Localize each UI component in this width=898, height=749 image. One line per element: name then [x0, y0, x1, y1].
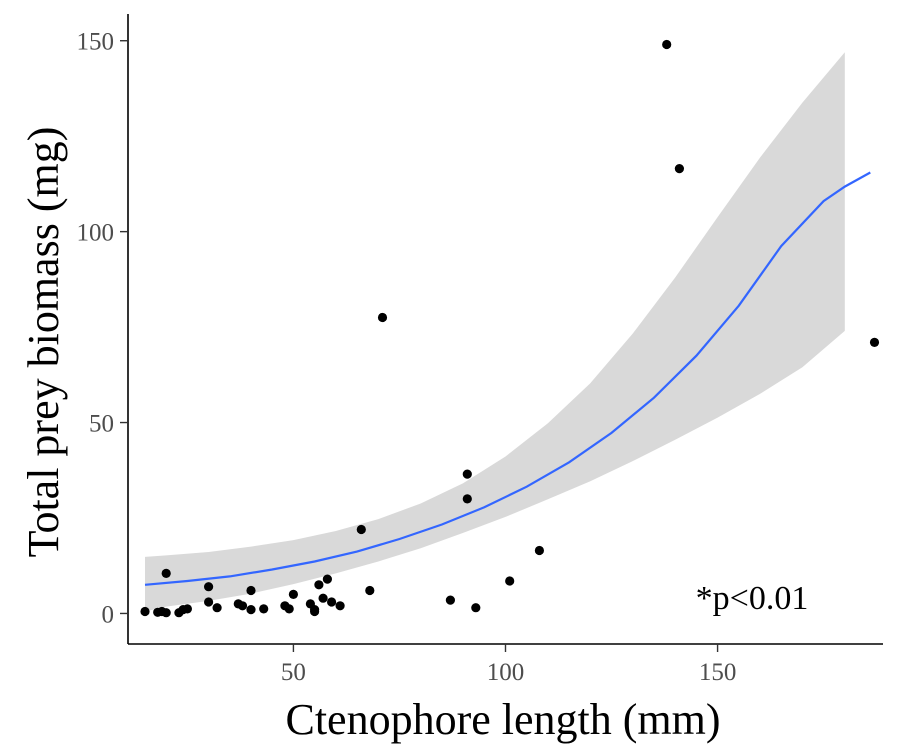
data-point [310, 606, 320, 617]
data-point [356, 524, 366, 535]
data-point [462, 469, 472, 479]
data-point [237, 601, 248, 611]
data-point [534, 545, 545, 556]
data-point [335, 601, 345, 611]
x-tick-label: 100 [487, 659, 525, 686]
data-point [204, 582, 214, 592]
axes: 50 100 150 0 50 100 150 [77, 14, 883, 686]
data-point [318, 593, 328, 603]
data-point [314, 580, 324, 590]
x-ticks: 50 100 150 [281, 644, 736, 686]
data-point [377, 312, 388, 323]
data-point [284, 604, 294, 614]
data-point [471, 603, 481, 613]
data-point [161, 608, 171, 618]
fit-line [144, 171, 871, 586]
data-point [674, 164, 685, 174]
data-point [322, 574, 332, 584]
data-point [662, 39, 672, 50]
data-point [140, 606, 150, 617]
x-tick-label: 50 [281, 659, 306, 686]
data-points [140, 39, 880, 618]
y-tick-label: 150 [77, 29, 115, 56]
x-axis-title: Ctenophore length (mm) [285, 695, 720, 744]
y-tick-label: 100 [77, 220, 115, 247]
x-tick-label: 150 [699, 659, 737, 686]
data-point [246, 605, 256, 615]
data-point [462, 494, 472, 504]
data-point [327, 597, 337, 607]
y-tick-label: 0 [102, 601, 115, 628]
significance-annotation: *p<0.01 [696, 580, 809, 617]
data-point [182, 604, 192, 614]
data-point [445, 595, 455, 605]
data-point [246, 585, 256, 596]
data-point [212, 603, 222, 613]
data-point [259, 604, 269, 614]
confidence-ribbon [145, 52, 845, 612]
data-point [505, 576, 515, 586]
data-point [365, 585, 375, 596]
y-axis-title: Total prey biomass (mg) [19, 127, 68, 558]
y-tick-label: 50 [89, 411, 114, 438]
data-point [288, 589, 298, 600]
data-point [204, 597, 214, 607]
data-point [869, 337, 880, 347]
y-ticks: 0 50 100 150 [77, 29, 128, 628]
data-point [161, 568, 171, 579]
plot-panel [140, 39, 880, 618]
